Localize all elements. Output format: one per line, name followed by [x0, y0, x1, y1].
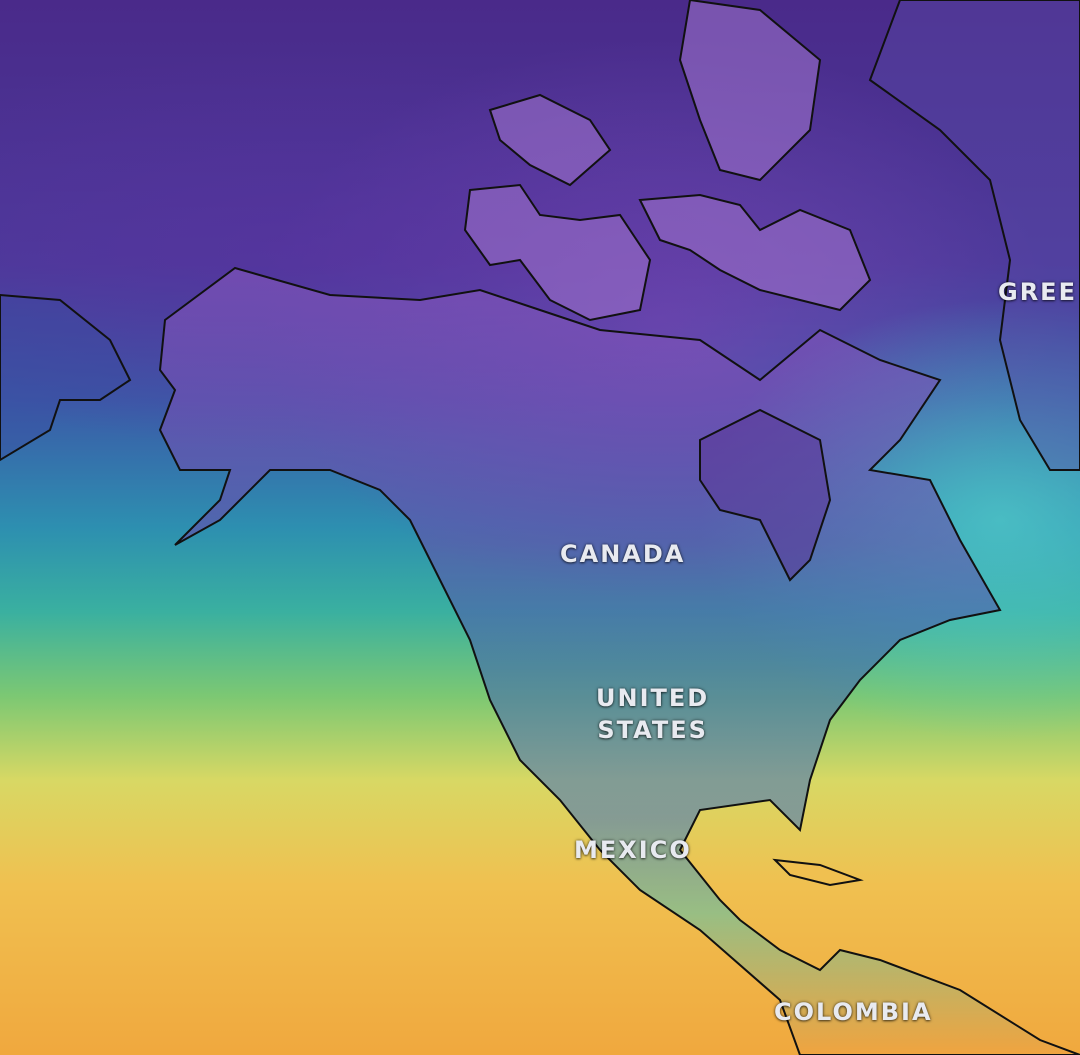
- hudson-bay: [699, 408, 832, 582]
- label-greenland: GREE: [998, 278, 1077, 306]
- label-united-states: UNITED STATES: [596, 682, 709, 746]
- label-united-states-line1: UNITED: [596, 684, 710, 712]
- siberia-landmass: [0, 293, 132, 462]
- north-america-landmass: [158, 266, 1080, 1055]
- label-colombia: COLOMBIA: [774, 998, 933, 1026]
- greenland-landmass: [868, 0, 1080, 471]
- label-canada: CANADA: [560, 540, 686, 568]
- label-mexico: MEXICO: [574, 836, 692, 864]
- arctic-islands: [463, 0, 872, 322]
- cuba-island: [772, 858, 864, 887]
- label-united-states-line2: STATES: [597, 716, 708, 744]
